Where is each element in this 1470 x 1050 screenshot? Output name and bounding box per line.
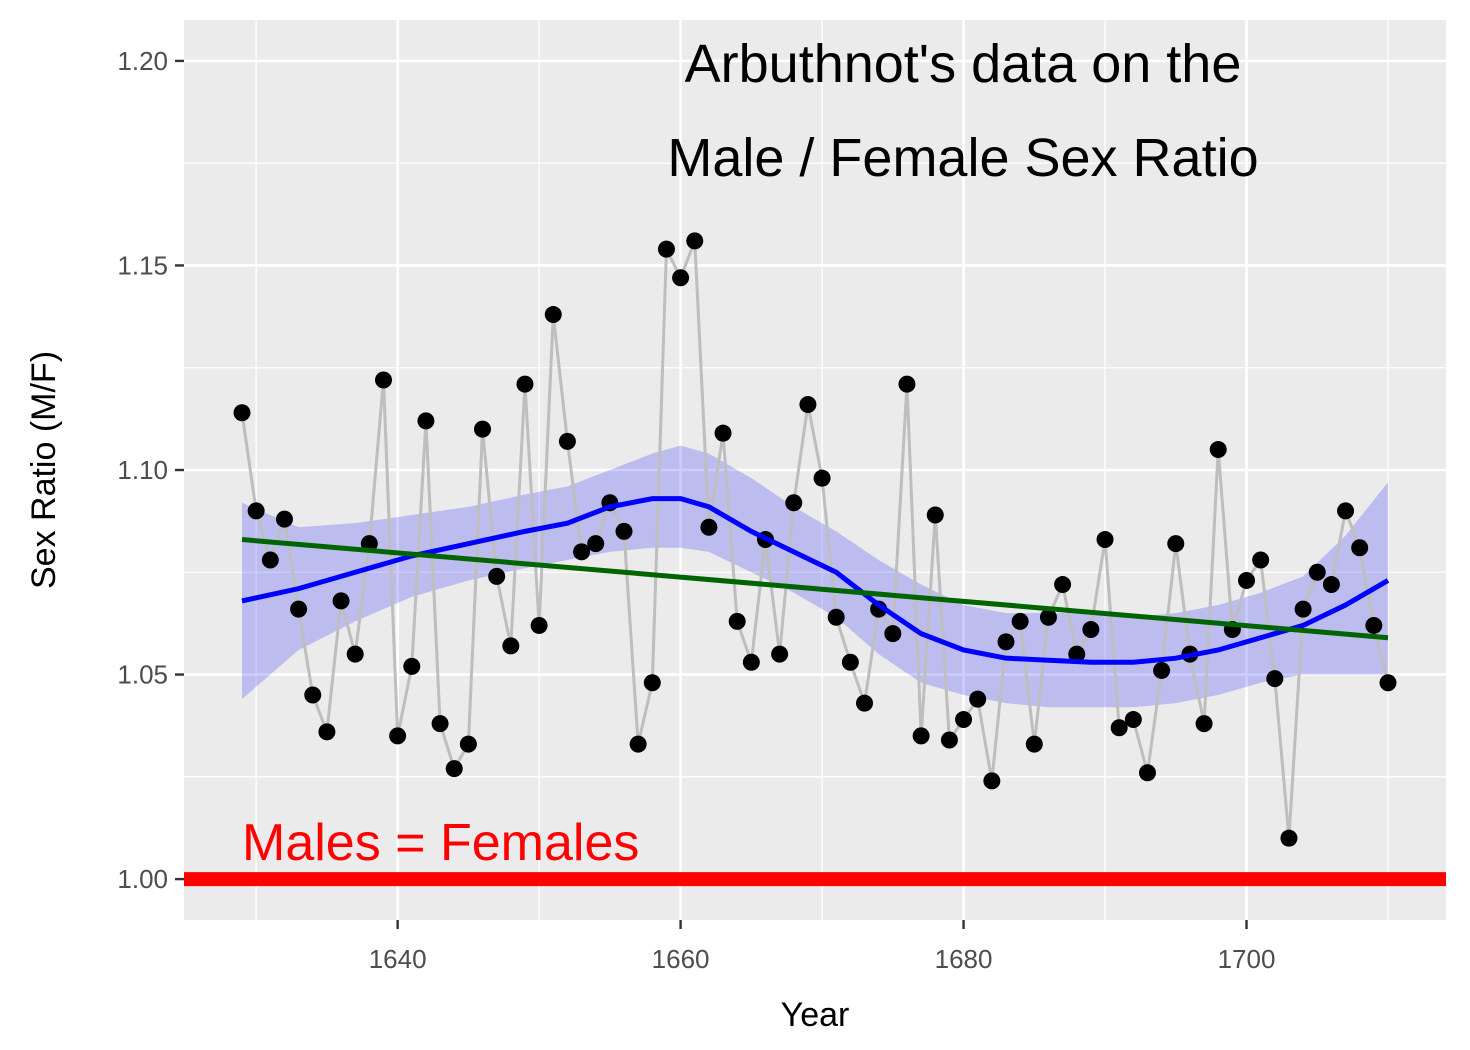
data-point <box>1209 441 1227 459</box>
connecting-line <box>240 240 1390 839</box>
data-point <box>374 371 392 389</box>
x-tick-label: 1680 <box>935 944 993 974</box>
data-point <box>1337 502 1355 520</box>
data-point <box>714 424 732 442</box>
data-point <box>417 412 435 430</box>
loess-confidence-band <box>242 445 1388 708</box>
data-point <box>615 522 633 540</box>
data-point <box>657 240 675 258</box>
data-point <box>898 375 916 393</box>
data-point <box>799 396 817 414</box>
data-point <box>502 637 520 655</box>
data-point <box>700 518 718 536</box>
data-point <box>1110 719 1128 737</box>
data-point <box>1039 608 1057 626</box>
x-axis: 1640 1660 1680 1700 <box>369 920 1276 974</box>
data-point <box>841 653 859 671</box>
data-point <box>1252 551 1270 569</box>
data-point <box>955 711 973 729</box>
y-axis-title: Sex Ratio (M/F) <box>25 351 63 589</box>
data-point <box>1082 621 1100 639</box>
data-point <box>771 645 789 663</box>
y-tick-label: 1.10 <box>117 455 168 485</box>
data-point <box>1068 645 1086 663</box>
x-tick-label: 1700 <box>1218 944 1276 974</box>
data-point <box>827 608 845 626</box>
data-point <box>686 232 704 250</box>
data-point <box>643 674 661 692</box>
data-point <box>573 543 591 561</box>
x-tick-label: 1640 <box>369 944 427 974</box>
data-point <box>1365 616 1383 634</box>
data-point <box>1167 535 1185 553</box>
data-point <box>1308 563 1326 581</box>
data-point <box>1351 539 1369 557</box>
y-tick-label: 1.05 <box>117 660 168 690</box>
data-point <box>912 727 930 745</box>
chart-title-line-2: Male / Female Sex Ratio <box>667 128 1258 188</box>
data-point <box>445 760 463 778</box>
data-point <box>261 551 279 569</box>
data-point <box>785 494 803 512</box>
data-point <box>530 616 548 634</box>
data-point <box>856 694 874 712</box>
data-point <box>403 657 421 675</box>
data-point <box>1138 764 1156 782</box>
data-point <box>558 432 576 450</box>
chart-title-line-1: Arbuthnot's data on the <box>685 34 1242 94</box>
data-point <box>587 535 605 553</box>
data-point <box>1322 576 1340 594</box>
data-point <box>1195 715 1213 733</box>
data-point <box>1124 711 1142 729</box>
y-tick-label: 1.00 <box>117 864 168 894</box>
data-point <box>1011 612 1029 630</box>
data-point <box>629 735 647 753</box>
data-point <box>1054 576 1072 594</box>
data-point <box>488 567 506 585</box>
data-point <box>1153 661 1171 679</box>
data-point <box>544 306 562 324</box>
data-point <box>742 653 760 671</box>
data-point <box>1379 674 1397 692</box>
data-point <box>516 375 534 393</box>
data-point <box>813 469 831 487</box>
data-points <box>233 232 1397 847</box>
data-point <box>1280 829 1298 847</box>
data-point <box>1294 600 1312 618</box>
data-point <box>1238 571 1256 589</box>
loess-smooth-line <box>241 496 1390 665</box>
y-tick-label: 1.20 <box>117 46 168 76</box>
data-point <box>940 731 958 749</box>
data-point <box>983 772 1001 790</box>
data-point <box>332 592 350 610</box>
data-point <box>290 600 308 618</box>
x-tick-label: 1660 <box>652 944 710 974</box>
data-point <box>275 510 293 528</box>
data-point <box>389 727 407 745</box>
data-point <box>431 715 449 733</box>
data-point <box>884 625 902 643</box>
linear-fit-line <box>241 537 1389 641</box>
data-point <box>459 735 477 753</box>
data-point <box>1266 670 1284 688</box>
data-point <box>346 645 364 663</box>
data-point <box>926 506 944 524</box>
data-point <box>1025 735 1043 753</box>
data-point <box>969 690 987 708</box>
data-point <box>1096 531 1114 549</box>
data-point <box>672 269 690 287</box>
y-tick-label: 1.15 <box>117 250 168 280</box>
data-point <box>318 723 336 741</box>
reference-line-label: Males = Females <box>242 814 639 872</box>
data-point <box>997 633 1015 651</box>
data-point <box>247 502 265 520</box>
x-axis-title: Year <box>781 996 850 1034</box>
y-axis: 1.00 1.05 1.10 1.15 1.20 <box>117 46 184 894</box>
data-point <box>474 420 492 438</box>
data-point <box>304 686 322 704</box>
data-point <box>233 404 251 422</box>
data-point <box>728 612 746 630</box>
